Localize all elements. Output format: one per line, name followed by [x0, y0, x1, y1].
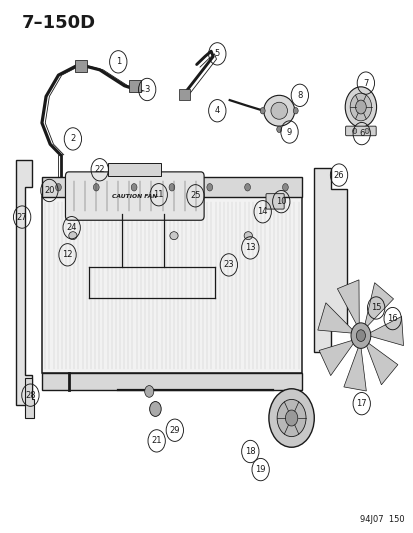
Bar — [108, 163, 161, 176]
Text: 17: 17 — [356, 399, 366, 408]
Circle shape — [282, 183, 287, 191]
Circle shape — [276, 126, 281, 133]
Text: 13: 13 — [244, 244, 255, 253]
Text: 12: 12 — [62, 251, 73, 260]
Circle shape — [93, 183, 99, 191]
Bar — [129, 80, 140, 92]
Text: 19: 19 — [255, 465, 265, 474]
Polygon shape — [24, 378, 33, 418]
Ellipse shape — [69, 232, 77, 240]
Text: 94J07  150: 94J07 150 — [360, 515, 404, 524]
Circle shape — [344, 87, 376, 127]
Bar — [42, 197, 301, 373]
Text: 18: 18 — [244, 447, 255, 456]
Circle shape — [364, 128, 368, 134]
Circle shape — [206, 183, 212, 191]
Polygon shape — [337, 280, 358, 327]
Text: 22: 22 — [94, 165, 105, 174]
Polygon shape — [313, 168, 347, 352]
Text: 8: 8 — [297, 91, 302, 100]
Circle shape — [244, 183, 250, 191]
Text: 24: 24 — [66, 223, 77, 232]
Text: 20: 20 — [44, 186, 55, 195]
FancyBboxPatch shape — [345, 126, 375, 136]
Text: 7: 7 — [362, 78, 368, 87]
Text: 16: 16 — [387, 314, 397, 323]
Text: 7–150D: 7–150D — [21, 14, 95, 32]
Circle shape — [268, 389, 313, 447]
Ellipse shape — [270, 102, 287, 119]
Text: 29: 29 — [169, 426, 180, 435]
Text: 11: 11 — [153, 190, 164, 199]
Circle shape — [349, 93, 371, 121]
Polygon shape — [367, 317, 403, 345]
Polygon shape — [17, 160, 31, 405]
Bar — [75, 60, 87, 72]
Circle shape — [352, 128, 356, 134]
Circle shape — [355, 100, 366, 114]
Bar — [178, 90, 189, 100]
Text: CAUTION FAN: CAUTION FAN — [112, 193, 157, 199]
Circle shape — [55, 183, 61, 191]
Circle shape — [285, 410, 297, 426]
Text: 23: 23 — [223, 261, 234, 269]
Text: 6: 6 — [358, 129, 363, 138]
Text: 25: 25 — [190, 191, 200, 200]
Polygon shape — [317, 303, 354, 333]
Ellipse shape — [263, 95, 294, 126]
Circle shape — [276, 399, 305, 437]
Circle shape — [169, 183, 174, 191]
Text: 4: 4 — [214, 106, 219, 115]
Text: 10: 10 — [275, 197, 286, 206]
Polygon shape — [343, 345, 366, 391]
Text: 3: 3 — [144, 85, 150, 94]
Polygon shape — [365, 342, 397, 385]
Circle shape — [356, 330, 365, 342]
Text: 5: 5 — [214, 50, 219, 58]
Text: 14: 14 — [257, 207, 267, 216]
Text: 28: 28 — [25, 391, 36, 400]
Text: 1: 1 — [115, 58, 121, 66]
Polygon shape — [318, 340, 354, 376]
Circle shape — [350, 323, 370, 349]
FancyBboxPatch shape — [266, 193, 283, 209]
Circle shape — [260, 108, 265, 114]
Ellipse shape — [244, 232, 252, 240]
Polygon shape — [363, 282, 393, 328]
Circle shape — [145, 385, 153, 397]
Text: 21: 21 — [151, 437, 161, 446]
Circle shape — [292, 108, 297, 114]
Bar — [42, 373, 301, 390]
Text: 27: 27 — [17, 213, 27, 222]
FancyBboxPatch shape — [65, 172, 204, 220]
Text: 15: 15 — [370, 303, 380, 312]
Text: 26: 26 — [333, 171, 344, 180]
Bar — [42, 177, 301, 197]
Text: 9: 9 — [286, 127, 292, 136]
Ellipse shape — [169, 232, 178, 240]
Text: 2: 2 — [70, 134, 75, 143]
Circle shape — [149, 401, 161, 416]
Circle shape — [131, 183, 137, 191]
